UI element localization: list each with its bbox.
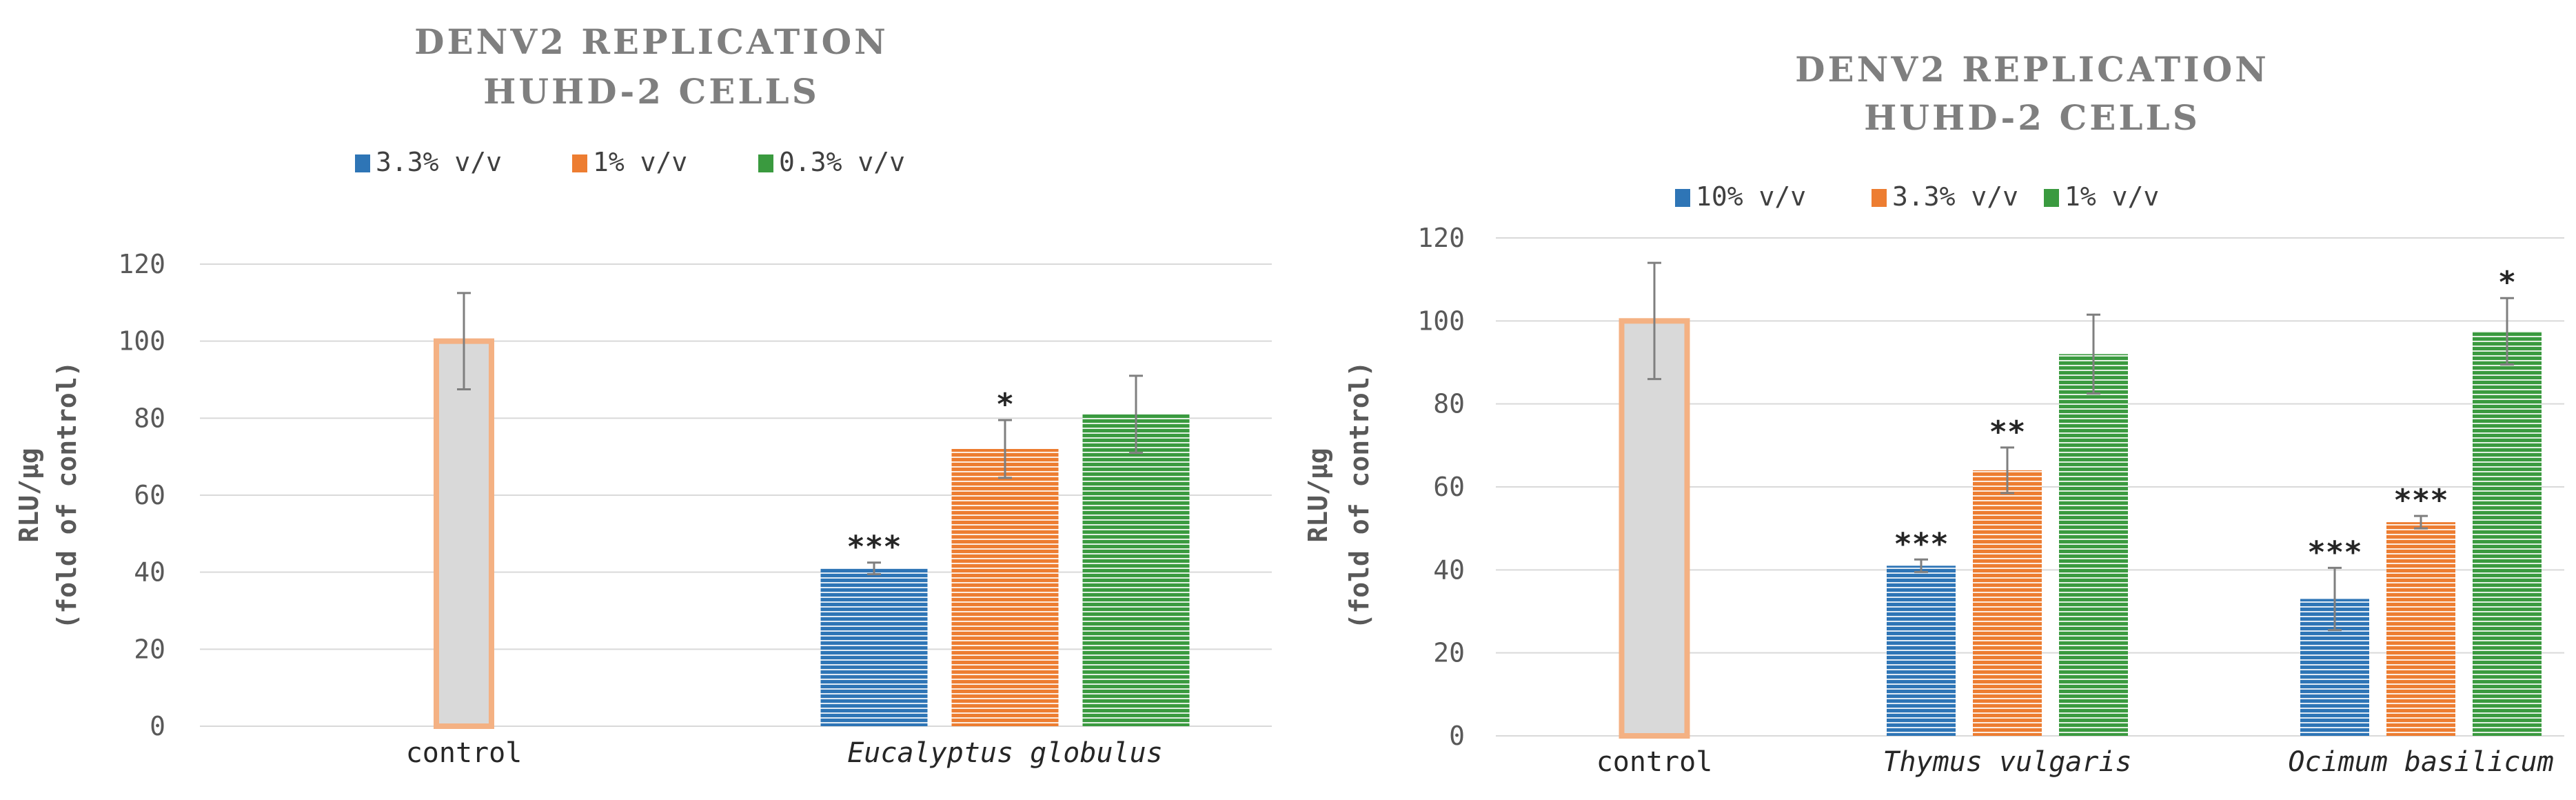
chart-title-line: HUHD-2 CELLS [483,71,820,112]
bar-control [434,338,494,729]
legend-label: 3.3% v/v [376,147,502,177]
y-axis-label: (fold of control) [1344,361,1375,630]
legend-swatch [1675,189,1690,207]
y-axis-label: (fold of control) [52,361,82,630]
y-tick-label: 80 [134,403,165,433]
bar-control [1619,318,1690,739]
chart-right: DENV2 REPLICATION HUHD-2 CELLS 10% v/v 3.3%… [1303,49,2564,778]
bar [1082,414,1190,726]
legend-label: 3.3% v/v [1892,181,2018,212]
significance-label: *** [1894,526,1948,561]
y-tick-label: 100 [1417,306,1465,336]
y-tick-label: 80 [1433,389,1465,419]
legend-swatch [572,154,587,172]
y-tick-label: 40 [1433,554,1465,585]
category-label: control [1596,746,1713,778]
chart-left: DENV2 REPLICATION HUHD-2 CELLS 3.3% v/v 1% … [14,21,1272,769]
y-tick-label: 20 [1433,638,1465,668]
bar [1973,470,2042,736]
significance-label: * [996,387,1015,422]
bar [1887,566,1956,736]
y-tick-label: 60 [1433,472,1465,502]
legend-label: 10% v/v [1696,181,1806,212]
category-label: Ocimum basilicum [2288,746,2553,778]
y-tick-label: 120 [118,249,165,279]
legend-swatch [2044,189,2059,207]
y-axis-label: RLU/μg [14,448,44,542]
y-axis-label: RLU/μg [1303,448,1333,542]
significance-label: ** [1989,414,2026,450]
category-label: Eucalyptus globulus [847,737,1163,769]
bar [2386,522,2455,736]
legend-swatch [355,154,370,172]
y-tick-label: 0 [1449,721,1465,751]
y-tick-label: 100 [118,326,165,357]
chart-title-line: DENV2 REPLICATION [414,21,889,62]
category-label: Thymus vulgaris [1883,746,2131,778]
significance-label: *** [846,530,901,565]
y-tick-label: 40 [134,557,165,588]
y-tick-label: 20 [134,634,165,664]
legend-label: 1% v/v [2065,181,2159,212]
significance-label: * [2498,265,2517,300]
chart-title-line: DENV2 REPLICATION [1795,49,2269,90]
y-tick-label: 0 [150,711,165,741]
legend-swatch [1872,189,1887,207]
bar [2059,354,2128,736]
legend-swatch [758,154,773,172]
bar [2473,331,2542,736]
legend-label: 0.3% v/v [779,147,905,177]
category-label: control [406,737,523,769]
significance-label: *** [2393,483,2448,518]
y-tick-label: 120 [1417,223,1465,253]
significance-label: *** [2307,534,2362,570]
chart-title-line: HUHD-2 CELLS [1864,97,2200,138]
legend-label: 1% v/v [593,147,687,177]
y-tick-label: 60 [134,480,165,510]
bar [820,568,928,726]
bar [951,449,1059,726]
